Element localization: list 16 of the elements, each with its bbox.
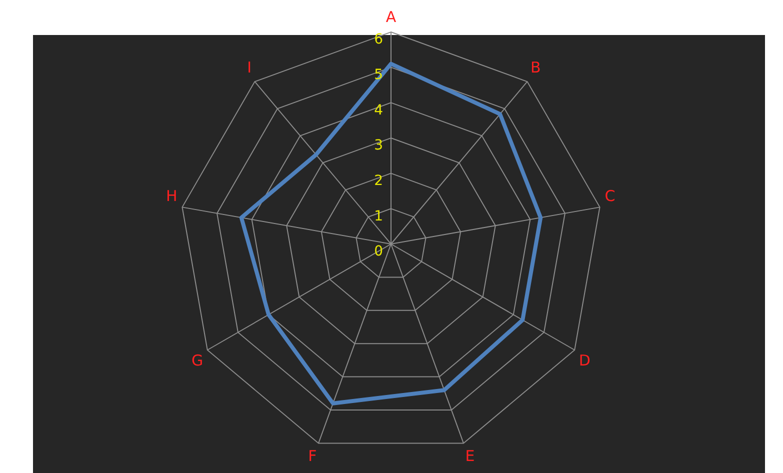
spoke-label: G [191,351,204,370]
y-tick-label: 1 [374,208,383,224]
spoke-label: F [308,446,317,465]
y-tick-label: 5 [374,66,383,83]
y-tick-label: 4 [374,102,384,118]
y-tick-label: 0 [374,244,383,260]
spoke-label: A [386,8,397,26]
y-tick-label: 3 [374,138,383,154]
spoke-label: B [530,58,541,77]
y-tick-label: 2 [374,172,383,189]
spoke-label: C [604,187,616,206]
spoke-label: E [465,446,475,465]
spoke-label: D [578,351,590,370]
spoke-label: H [166,187,178,206]
spoke-label: I [247,58,252,77]
y-tick-label: 6 [374,32,384,48]
